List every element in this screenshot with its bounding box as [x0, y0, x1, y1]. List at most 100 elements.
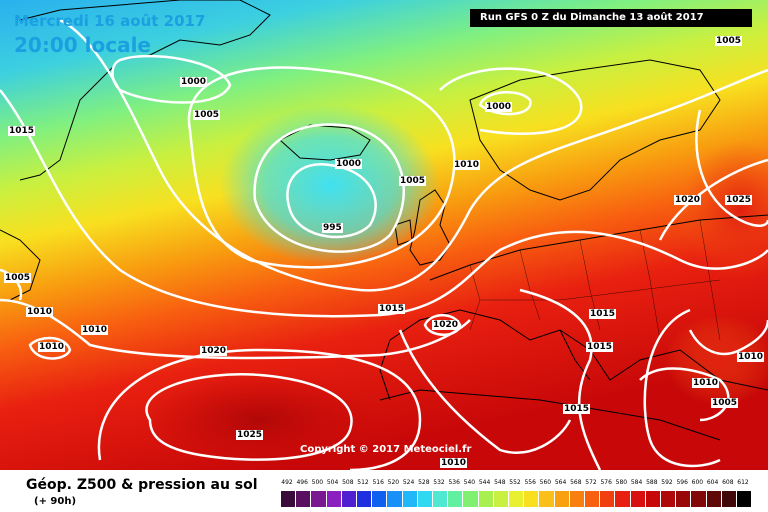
isobar-995 [286, 162, 377, 239]
country-borders [469, 219, 721, 341]
pressure-label: 1025 [725, 195, 753, 205]
labrador-coast [0, 229, 41, 301]
pressure-label: 1005 [715, 36, 743, 46]
legend-tick-label: 528 [418, 479, 430, 486]
scandinavia-coast [469, 59, 721, 201]
legend-tick-label: 516 [372, 479, 384, 486]
legend-title: Géop. Z500 & pression au sol [26, 477, 258, 493]
legend-swatch [296, 491, 311, 507]
legend-tick-label: 524 [402, 479, 415, 486]
legend-tick-label: 596 [676, 479, 688, 486]
legend-swatch [524, 491, 539, 507]
legend-tick-label: 532 [433, 479, 445, 486]
iberia-west-coast [379, 339, 391, 401]
legend-swatch [676, 491, 691, 507]
legend-swatch [691, 491, 706, 507]
legend-swatch [417, 491, 432, 507]
legend-tick-label: 572 [585, 479, 597, 486]
pressure-label: 1005 [4, 273, 32, 283]
isobars [0, 18, 768, 470]
legend-tick-label: 504 [326, 479, 339, 486]
pressure-label: 1015 [589, 309, 617, 319]
legend-swatch [737, 491, 752, 507]
legend-tick-label: 520 [387, 479, 400, 486]
legend-swatch [281, 491, 296, 507]
copyright-notice: Copyright © 2017 Meteociel.fr [300, 444, 472, 455]
legend-bar: Géop. Z500 & pression au sol (+ 90h) 492… [0, 470, 768, 512]
forecast-date: Mercredi 16 août 2017 [14, 12, 206, 30]
greenland-coast [19, 0, 271, 181]
mediterranean-north-coast [389, 309, 768, 391]
pressure-label: 1000 [180, 77, 208, 87]
legend-tick-label: 540 [463, 479, 476, 486]
isobar-1000-north [478, 90, 532, 116]
legend-tick-label: 608 [722, 479, 734, 486]
legend-tick-label: 544 [478, 479, 491, 486]
legend-tick-label: 536 [448, 479, 460, 486]
pressure-label: 1010 [38, 342, 66, 352]
legend-swatch [433, 491, 448, 507]
pressure-label: 1005 [711, 398, 739, 408]
isobar-1020-small [423, 314, 462, 336]
pressure-label: 1005 [399, 176, 427, 186]
isobar-1015-south [519, 288, 602, 470]
isobar-1025-east [695, 109, 768, 227]
legend-tick-label: 556 [524, 479, 536, 486]
legend-swatch [645, 491, 660, 507]
legend-swatch [326, 491, 341, 507]
legend-tick-label: 584 [630, 479, 643, 486]
legend-swatch [493, 491, 508, 507]
weather-map [0, 0, 768, 470]
legend-tick-label: 600 [691, 479, 704, 486]
legend-swatch [357, 491, 372, 507]
color-scale: 492 496 500 504 508 512 516 520 524 528 532 536 540 5… [281, 479, 752, 511]
pressure-label: 1010 [26, 307, 54, 317]
pressure-label: 1010 [737, 352, 765, 362]
legend-swatch [448, 491, 463, 507]
pressure-label: 995 [322, 223, 343, 233]
pressure-label: 1015 [586, 342, 614, 352]
legend-tick-label: 500 [311, 479, 324, 486]
legend-tick-label: 496 [296, 479, 308, 486]
isobar-1025 [145, 373, 353, 461]
pressure-label: 1020 [200, 346, 228, 356]
legend-tick-label: 560 [539, 479, 552, 486]
isobar-1015 [0, 89, 768, 318]
legend-swatch [341, 491, 356, 507]
legend-swatch [372, 491, 387, 507]
hot-core-southwest [140, 370, 380, 470]
legend-tick-label: 580 [615, 479, 628, 486]
legend-swatch [630, 491, 645, 507]
legend-tick-label: 548 [494, 479, 506, 486]
hot-core-southeast [665, 315, 768, 405]
pressure-label: 1015 [563, 404, 591, 414]
legend-swatch [569, 491, 584, 507]
isobar-1005-north [439, 67, 583, 135]
pressure-label: 1000 [335, 159, 363, 169]
isobar-1015-sw [398, 329, 572, 454]
legend-swatch [554, 491, 569, 507]
legend-swatch [478, 491, 493, 507]
legend-swatch [463, 491, 478, 507]
legend-swatch [721, 491, 736, 507]
legend-tick-label: 552 [509, 479, 521, 486]
legend-swatch [706, 491, 721, 507]
isobar-1010-se [643, 308, 721, 468]
isobar-1005-east [639, 367, 730, 422]
legend-tick-label: 492 [281, 479, 293, 486]
pressure-label: 1020 [432, 320, 460, 330]
run-info-banner: Run GFS 0 Z du Dimanche 13 août 2017 [470, 9, 752, 27]
legend-tick-label: 508 [342, 479, 354, 486]
legend-tick-label: 592 [661, 479, 673, 486]
isobar-1000-low [253, 123, 405, 253]
pressure-label: 1020 [674, 195, 702, 205]
legend-tick-label: 588 [646, 479, 658, 486]
pressure-label: 1015 [8, 126, 36, 136]
pressure-label: 1025 [236, 430, 264, 440]
legend-swatch [600, 491, 615, 507]
legend-tick-label: 604 [706, 479, 719, 486]
pressure-label: 1010 [453, 160, 481, 170]
pressure-label: 1010 [81, 325, 109, 335]
legend-swatch [387, 491, 402, 507]
